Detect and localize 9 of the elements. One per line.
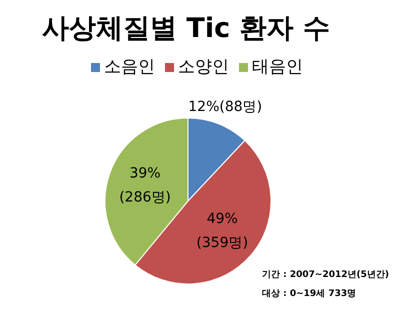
text: 대상 : 0~19세 733명 <box>262 288 358 301</box>
chart-title: 사상체질별 Tic 환자 수 <box>42 12 330 46</box>
data-label: 12%(88명) <box>188 98 262 115</box>
data-label: 39% (286명) <box>119 165 171 206</box>
legend-label: 태음인 <box>252 57 303 77</box>
legend-label: 소양인 <box>178 57 229 77</box>
text: 기간 : 2007~2012년(5년간) <box>262 269 389 282</box>
data-label: 49% (359명) <box>196 211 248 252</box>
legend-label: 소음인 <box>104 57 155 77</box>
